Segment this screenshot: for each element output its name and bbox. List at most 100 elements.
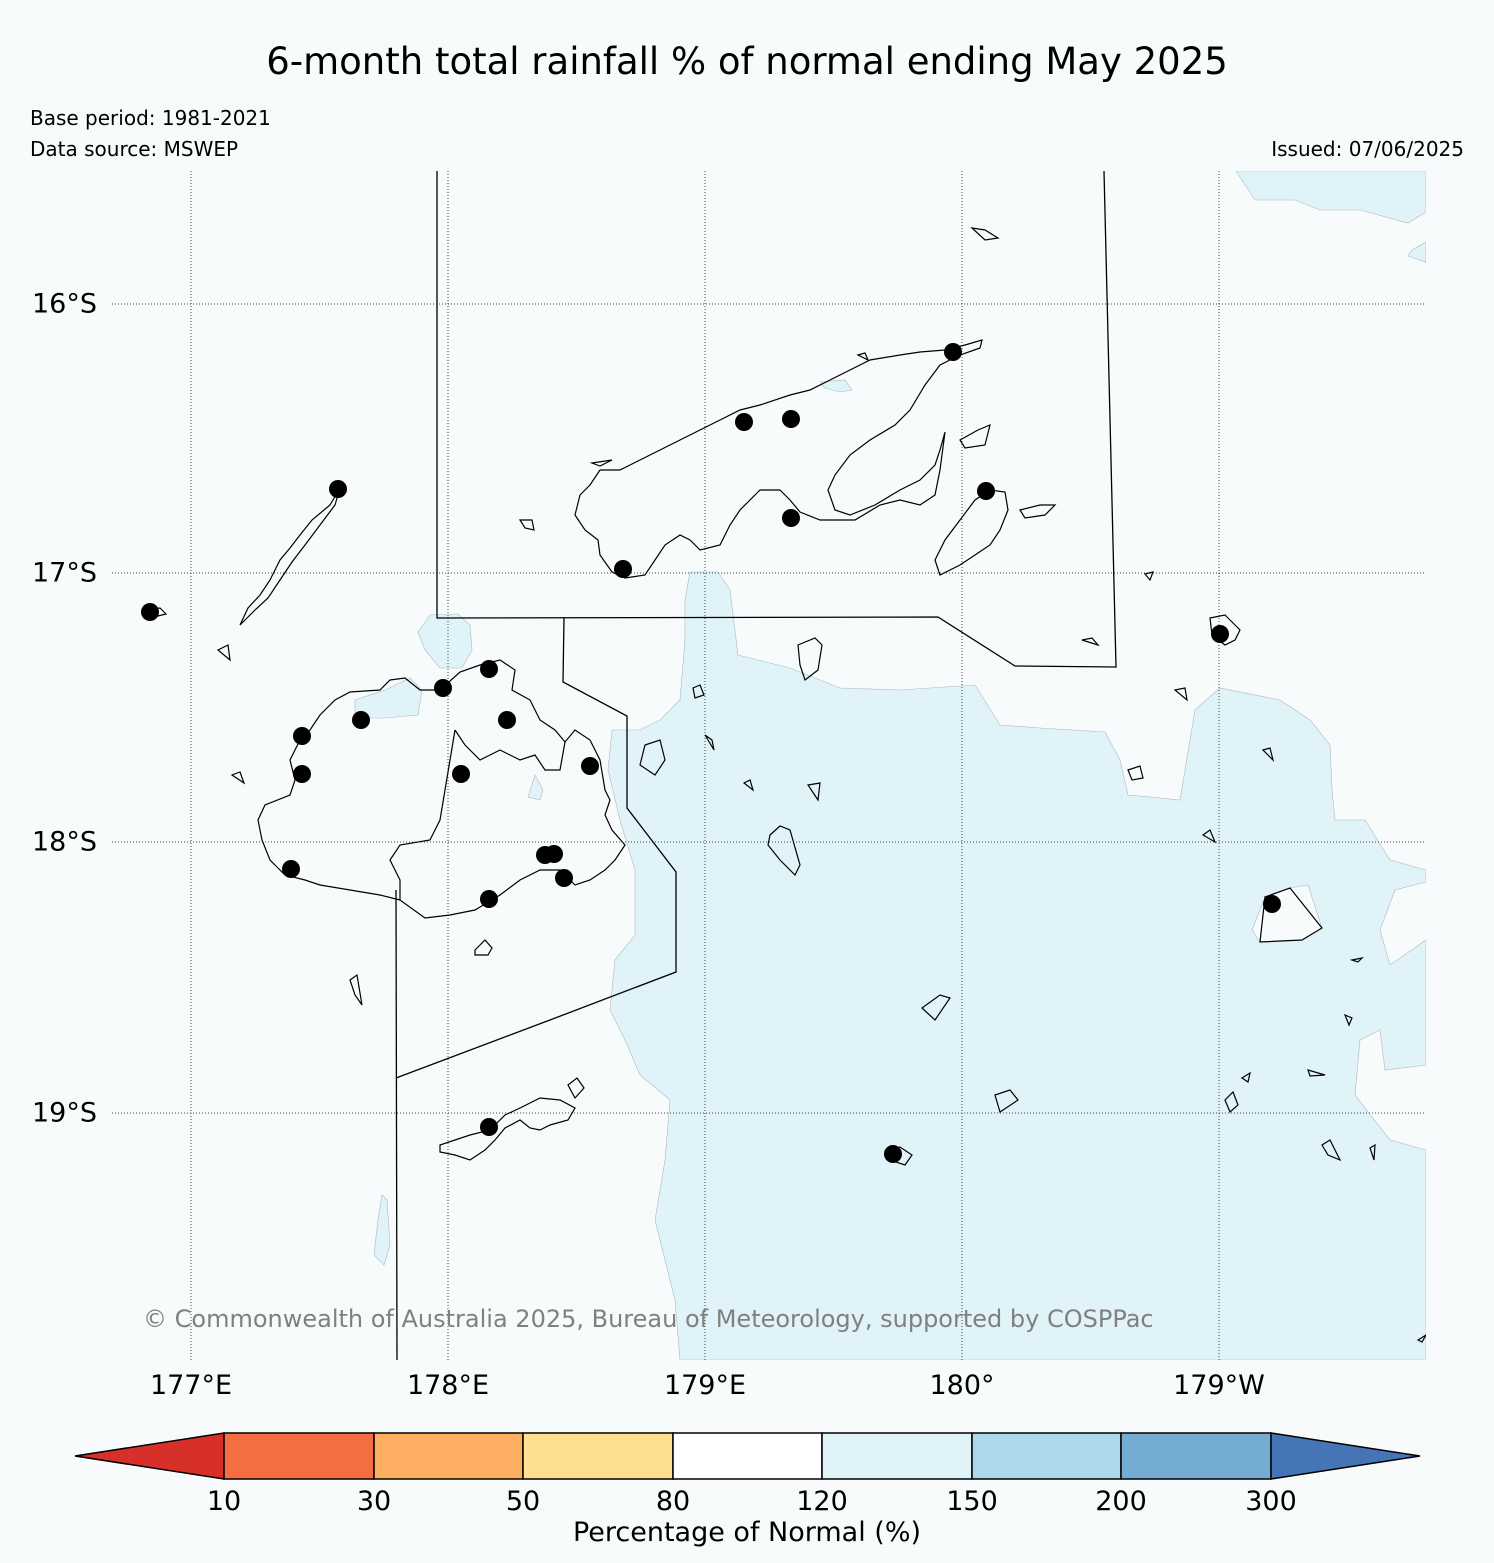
colorbar-segment-120-150 (821, 1432, 973, 1480)
station-marker (282, 860, 300, 878)
colorbar-tick-30: 30 (356, 1486, 392, 1517)
lat-label-17s: 17°S (32, 557, 97, 589)
graticule (112, 171, 1426, 1360)
viti-levu-inner-south (389, 729, 456, 900)
small-island-21 (1143, 571, 1154, 582)
beqa-island (474, 939, 493, 956)
colorbar-segment-10-30 (223, 1432, 375, 1480)
station-marker (555, 869, 573, 887)
viti-levu-coast (257, 659, 626, 919)
small-island-9 (216, 644, 231, 662)
yasawa-chain (239, 487, 341, 626)
small-island-7 (970, 227, 1000, 241)
colorbar-tick-120: 120 (796, 1486, 848, 1517)
station-marker (735, 413, 753, 431)
station-marker (352, 711, 370, 729)
base-period-text: Base period: 1981-2021 (30, 106, 271, 130)
lon-label-177e: 177°E (149, 1370, 233, 1401)
lat-label-16s: 16°S (32, 288, 97, 320)
koro-island (797, 637, 823, 681)
lakeba-island (1259, 887, 1323, 943)
data-source-text: Data source: MSWEP (30, 137, 239, 161)
lat-label-18s: 18°S (32, 826, 97, 858)
colorbar-segment-30-50 (373, 1432, 524, 1480)
colorbar-segment-80-120 (672, 1432, 823, 1480)
small-island-8 (567, 1077, 585, 1100)
colorbar-tick-150: 150 (946, 1486, 998, 1517)
moala-island (921, 994, 951, 1021)
taveuni-coast (934, 489, 1009, 576)
station-marker (977, 482, 995, 500)
station-marker (545, 845, 563, 863)
small-island-11 (518, 519, 535, 531)
small-island-18 (1343, 1013, 1353, 1027)
small-island-1 (1127, 765, 1144, 781)
colorbar (74, 1432, 1421, 1480)
small-island-12 (589, 459, 613, 467)
small-island-19 (1240, 1071, 1251, 1083)
division-boundaries (395, 171, 1117, 1360)
station-marker (293, 765, 311, 783)
small-island-13 (692, 684, 705, 699)
station-marker (452, 765, 470, 783)
lat-label-19s: 19°S (32, 1097, 97, 1129)
totoya-island (994, 1089, 1019, 1113)
shaded-region-top-right (1235, 171, 1426, 224)
small-island-14 (704, 734, 715, 751)
station-marker (1211, 625, 1229, 643)
small-island-5 (1321, 1139, 1342, 1162)
station-marker (782, 509, 800, 527)
shaded-region-east (607, 571, 1426, 1360)
viti-levu-inner (454, 729, 566, 771)
small-island-17 (1261, 747, 1275, 762)
map-title: 6-month total rainfall % of normal endin… (266, 40, 1228, 83)
colorbar-tick-80: 80 (655, 1486, 691, 1517)
station-marker (782, 410, 800, 428)
station-marker (1263, 895, 1281, 913)
coastlines (142, 227, 1426, 1343)
shaded-patch-southwest (373, 1194, 391, 1266)
station-marker (293, 727, 311, 745)
small-island-3 (1201, 829, 1217, 844)
colorbar-tick-200: 200 (1095, 1486, 1147, 1517)
colorbar-segment-below-10 (74, 1432, 225, 1480)
lon-label-178e: 178°E (406, 1370, 490, 1401)
small-island-16 (1081, 637, 1100, 647)
small-island-25 (856, 352, 870, 362)
colorbar-tick-50: 50 (505, 1486, 541, 1517)
station-marker (141, 603, 159, 621)
colorbar-segment-50-80 (522, 1432, 674, 1480)
small-island-15 (742, 779, 755, 792)
colorbar-tick-300: 300 (1245, 1486, 1297, 1517)
colorbar-tick-10: 10 (206, 1486, 242, 1517)
shaded-patch-north-island (819, 379, 853, 393)
colorbar-segment-above-300 (1270, 1432, 1421, 1480)
shaded-patch-small (527, 774, 544, 801)
small-island-22 (1416, 1334, 1426, 1343)
station-marker (884, 1145, 902, 1163)
lon-label-180: 180° (929, 1370, 995, 1401)
ovalau-island (639, 739, 666, 776)
vatulele-island (349, 973, 363, 1006)
colorbar-segment-150-200 (971, 1432, 1122, 1480)
copyright-text: © Commonwealth of Australia 2025, Bureau… (143, 1305, 1154, 1333)
station-marker (434, 679, 452, 697)
gau-island (767, 825, 801, 877)
lon-label-179e: 179°E (663, 1370, 747, 1401)
small-island-2 (1173, 687, 1188, 702)
station-marker (480, 890, 498, 908)
colorbar-label: Percentage of Normal (%) (572, 1517, 922, 1548)
small-island-20 (1369, 1143, 1376, 1161)
station-marker (581, 757, 599, 775)
small-island-10 (230, 771, 246, 785)
station-marker (944, 343, 962, 361)
station-marker (498, 711, 516, 729)
station-marker (614, 560, 632, 578)
vanua-levu-coast (574, 339, 983, 579)
station-marker (329, 480, 347, 498)
station-markers (141, 343, 1281, 1163)
station-marker (480, 660, 498, 678)
rabi-island (959, 423, 991, 449)
issued-date-text: Issued: 07/06/2025 (1271, 137, 1464, 161)
